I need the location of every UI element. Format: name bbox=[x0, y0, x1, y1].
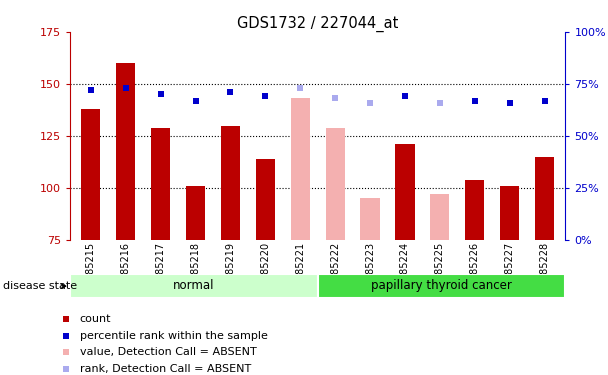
Text: GSM85219: GSM85219 bbox=[226, 242, 235, 295]
Point bbox=[61, 316, 71, 322]
Text: value, Detection Call = ABSENT: value, Detection Call = ABSENT bbox=[80, 347, 257, 357]
Bar bbox=[221, 126, 240, 240]
Bar bbox=[430, 194, 449, 240]
Text: normal: normal bbox=[173, 279, 215, 292]
Point bbox=[330, 96, 340, 102]
Text: GSM85225: GSM85225 bbox=[435, 242, 445, 295]
Text: GSM85227: GSM85227 bbox=[505, 242, 514, 295]
Text: GSM85218: GSM85218 bbox=[190, 242, 201, 295]
Text: GSM85223: GSM85223 bbox=[365, 242, 375, 295]
Point bbox=[191, 98, 201, 104]
Bar bbox=[186, 186, 205, 240]
Bar bbox=[70, 274, 317, 298]
Point bbox=[435, 100, 444, 106]
Point bbox=[470, 98, 480, 104]
Point bbox=[61, 366, 71, 372]
Bar bbox=[535, 157, 554, 240]
Text: GSM85221: GSM85221 bbox=[295, 242, 305, 295]
Point bbox=[400, 93, 410, 99]
Bar bbox=[361, 198, 379, 240]
Point bbox=[295, 85, 305, 91]
Point bbox=[505, 100, 514, 106]
Text: GSM85220: GSM85220 bbox=[260, 242, 271, 295]
Bar bbox=[325, 128, 345, 240]
Title: GDS1732 / 227044_at: GDS1732 / 227044_at bbox=[237, 16, 398, 32]
Point bbox=[61, 349, 71, 355]
Point bbox=[121, 85, 131, 91]
Text: GSM85216: GSM85216 bbox=[121, 242, 131, 295]
Text: papillary thyroid cancer: papillary thyroid cancer bbox=[371, 279, 512, 292]
Point bbox=[86, 87, 95, 93]
Bar bbox=[81, 109, 100, 240]
Text: rank, Detection Call = ABSENT: rank, Detection Call = ABSENT bbox=[80, 364, 251, 374]
Point bbox=[156, 92, 165, 98]
Bar bbox=[116, 63, 136, 240]
Text: count: count bbox=[80, 314, 111, 324]
Bar bbox=[151, 128, 170, 240]
Point bbox=[260, 93, 270, 99]
Bar bbox=[395, 144, 415, 240]
Point bbox=[365, 100, 375, 106]
Text: disease state: disease state bbox=[3, 281, 77, 291]
Bar bbox=[256, 159, 275, 240]
Text: GSM85222: GSM85222 bbox=[330, 242, 340, 295]
Text: GSM85224: GSM85224 bbox=[400, 242, 410, 295]
Point bbox=[61, 333, 71, 339]
Bar bbox=[465, 180, 485, 240]
Bar bbox=[317, 274, 565, 298]
Text: GSM85228: GSM85228 bbox=[539, 242, 550, 295]
Text: GSM85215: GSM85215 bbox=[86, 242, 96, 295]
Text: GSM85217: GSM85217 bbox=[156, 242, 165, 295]
Text: percentile rank within the sample: percentile rank within the sample bbox=[80, 330, 268, 340]
Point bbox=[540, 98, 550, 104]
Bar bbox=[291, 99, 310, 240]
Bar bbox=[500, 186, 519, 240]
Text: GSM85226: GSM85226 bbox=[470, 242, 480, 295]
Point bbox=[226, 89, 235, 95]
